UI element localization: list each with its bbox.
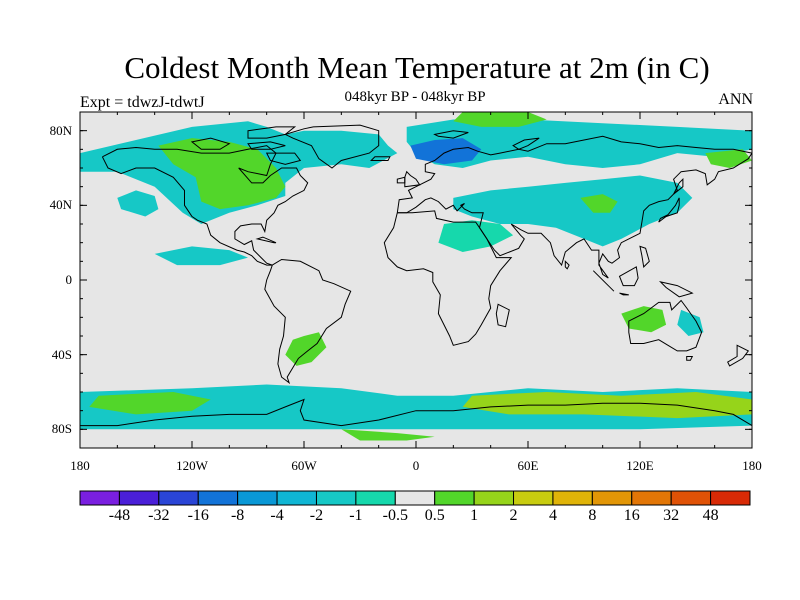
coastline-island — [190, 137, 231, 150]
coastline — [264, 258, 352, 385]
axis-ticks — [79, 111, 753, 449]
longitude-tick-label: 120E — [626, 458, 654, 473]
colorbar-swatch — [197, 490, 239, 506]
colorbar-swatch — [434, 490, 475, 506]
anomaly-region — [341, 429, 435, 441]
coastline-island — [592, 270, 615, 292]
coastline-island — [80, 398, 752, 448]
anomaly-region — [285, 332, 327, 366]
colorbar-swatch — [118, 490, 160, 506]
coastline-island — [619, 292, 629, 296]
coastline-island — [673, 177, 684, 195]
anomaly-region — [89, 392, 211, 415]
colorbar-swatch — [513, 490, 554, 506]
coastline — [383, 210, 513, 346]
colorbar-label: 32 — [663, 507, 680, 524]
plot-title: Coldest Month Mean Temperature at 2m (in… — [124, 50, 710, 85]
anomaly-region — [406, 119, 752, 168]
latitude-tick-label: 80S — [51, 421, 72, 437]
coastline-island — [265, 152, 302, 165]
colorbar-label: -16 — [187, 507, 209, 524]
anomaly-region — [677, 309, 704, 336]
coastline-island — [564, 260, 570, 270]
colorbar-swatch — [473, 490, 515, 506]
coastline-layer — [80, 124, 752, 448]
colorbar-label: 2 — [509, 507, 518, 524]
colorbar-label: 1 — [470, 507, 479, 524]
colorbar-swatch — [591, 490, 633, 506]
coastline-island — [618, 266, 639, 287]
colorbar-label: -32 — [148, 507, 170, 524]
anomaly-region — [154, 246, 248, 266]
coastline-island — [686, 356, 694, 361]
anomaly-region — [453, 175, 693, 247]
coastline-island — [495, 303, 510, 328]
coastline-island — [247, 126, 297, 139]
colorbar-swatch — [276, 490, 317, 506]
colorbar-label: 48 — [702, 507, 719, 524]
colorbar-label: 16 — [623, 507, 640, 524]
colorbar-label: -0.5 — [382, 507, 408, 524]
anomaly-region — [158, 138, 286, 210]
season-label: ANN — [718, 91, 753, 108]
anomaly-region — [117, 190, 159, 217]
colorbar-swatch — [710, 490, 751, 506]
coastline-island — [255, 236, 277, 244]
colorbar-label: 0.5 — [424, 507, 445, 524]
colorbar-swatch — [158, 490, 199, 506]
plot-subtitle: 048kyr BP - 048kyr BP — [344, 89, 486, 105]
anomaly-region — [453, 112, 547, 127]
anomaly-region — [580, 194, 618, 213]
colorbar-label: -4 — [270, 507, 284, 524]
colorbar-swatch — [552, 490, 593, 506]
colorbar-label: -1 — [349, 507, 363, 524]
colorbar-swatch — [670, 490, 712, 506]
colorbar-swatch — [394, 490, 436, 506]
coastline — [101, 145, 309, 266]
colorbar-label: 4 — [548, 507, 557, 524]
longitude-tick-label: 180 — [742, 458, 762, 473]
experiment-label: Expt = tdwzJ-tdwtJ — [80, 94, 205, 111]
anomaly-region — [462, 392, 752, 419]
coastline-island — [658, 281, 694, 298]
coastline-island — [727, 344, 750, 367]
anomaly-region — [438, 220, 514, 252]
latitude-tick-label: 40S — [51, 346, 72, 362]
longitude-tick-label: 180 — [70, 458, 90, 473]
colorbar-swatch — [315, 490, 357, 506]
longitude-tick-label: 60W — [291, 458, 317, 473]
colorbar-label: -8 — [230, 507, 245, 524]
coastline-island — [433, 130, 469, 139]
anomaly-region — [621, 306, 667, 333]
longitude-tick-label: 60E — [517, 458, 539, 473]
colorbar-swatch — [237, 490, 278, 506]
coastline-island — [247, 141, 286, 150]
coastline — [396, 135, 752, 279]
anomaly-region — [410, 138, 482, 165]
colorbar-label: -2 — [309, 507, 324, 524]
coastline-island — [628, 299, 703, 352]
latitude-tick-label: 80N — [49, 122, 72, 138]
coastline-island — [512, 137, 540, 150]
colorbar-swatch — [631, 490, 672, 506]
latitude-tick-label: 0 — [65, 272, 73, 287]
anomaly-fill-layer — [80, 112, 752, 441]
colorbar-label: 8 — [588, 507, 597, 524]
longitude-tick-label: 120W — [176, 458, 208, 473]
coastline-island — [658, 197, 680, 223]
coastline-island — [369, 156, 391, 161]
coastline-island — [396, 176, 406, 184]
colorbar-swatch — [355, 490, 396, 506]
colorbar-swatch — [79, 490, 120, 506]
colorbar-label: -48 — [108, 507, 131, 524]
coastline-island — [639, 245, 650, 268]
longitude-tick-label: 0 — [412, 458, 420, 473]
latitude-tick-label: 40N — [49, 197, 72, 213]
